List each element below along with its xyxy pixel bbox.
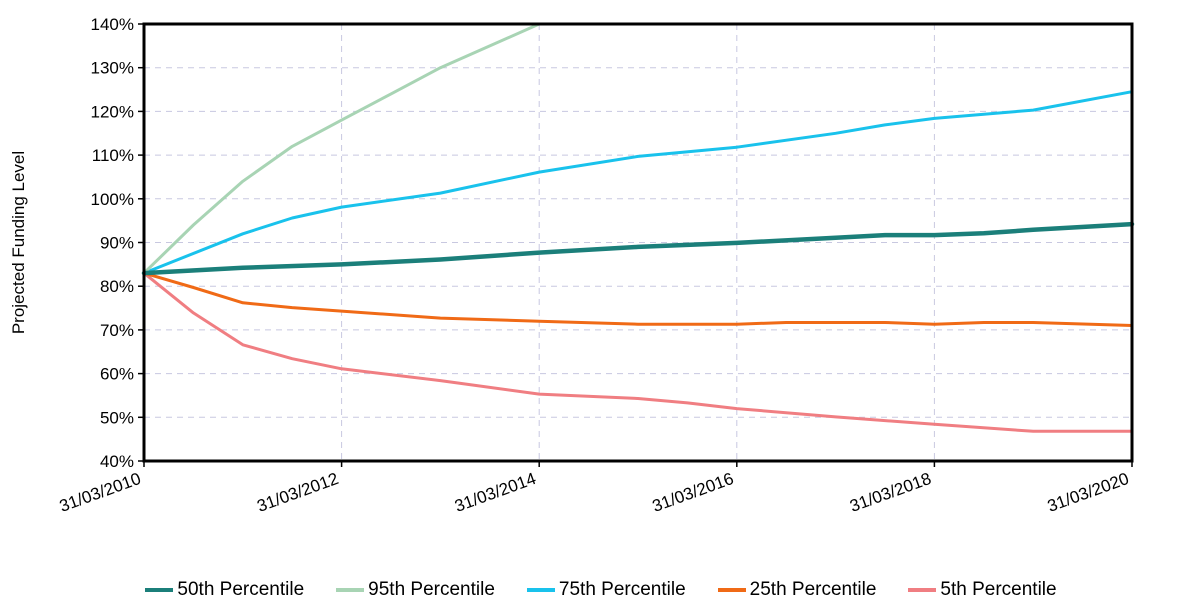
legend-swatch <box>145 588 174 592</box>
legend-label: 95th Percentile <box>368 579 495 600</box>
legend-item: 75th Percentile <box>526 579 686 601</box>
x-tick-label: 31/03/2018 <box>847 469 933 516</box>
y-tick-label: 60% <box>100 365 134 384</box>
legend-label: 50th Percentile <box>177 579 305 600</box>
y-tick-label: 70% <box>100 321 134 340</box>
y-tick-label: 120% <box>91 102 134 121</box>
legend-label: 5th Percentile <box>940 579 1057 600</box>
series-line-95th-percentile <box>142 22 541 275</box>
series-line-25th-percentile <box>142 271 1134 327</box>
legend-label: 25th Percentile <box>749 579 877 600</box>
y-tick-label: 100% <box>91 190 134 209</box>
y-tick-label: 140% <box>91 15 134 34</box>
y-tick-label: 80% <box>100 277 134 296</box>
x-tick-label: 31/03/2010 <box>57 469 143 516</box>
legend-item: 5th Percentile <box>908 579 1057 601</box>
legend-item: 25th Percentile <box>717 579 877 601</box>
axis-layer: 40% 50% 60% 70% 80% 90% 100% 110% 120% 130% 140% 31… <box>57 15 1133 516</box>
x-tick-label: 31/03/2012 <box>255 469 341 516</box>
y-tick-label: 40% <box>100 452 134 471</box>
legend: 50th Percentile 95th Percentile 75th Perce… <box>0 570 1202 610</box>
series-line-5th-percentile <box>142 271 1134 433</box>
y-tick-label: 90% <box>100 234 134 253</box>
legend-swatch <box>908 588 937 592</box>
y-axis-label: Projected Funding Level <box>9 151 28 334</box>
y-tick-label: 50% <box>100 408 134 427</box>
x-tick-label: 31/03/2016 <box>650 469 736 516</box>
y-tick-label: 130% <box>91 59 134 78</box>
x-tick-label: 31/03/2014 <box>452 469 538 516</box>
series-line-75th-percentile <box>142 90 1134 275</box>
x-tick-label: 31/03/2020 <box>1045 469 1131 516</box>
legend-swatch <box>717 588 746 592</box>
legend-swatch <box>526 588 555 592</box>
grid-layer <box>144 24 1132 461</box>
series-layer <box>141 22 1135 433</box>
legend-swatch <box>336 588 365 592</box>
legend-label: 75th Percentile <box>558 579 686 600</box>
line-chart-svg: 40% 50% 60% 70% 80% 90% 100% 110% 120% 130% 140% 31… <box>9 15 1135 516</box>
legend-item: 50th Percentile <box>145 579 304 601</box>
legend-item: 95th Percentile <box>336 579 495 601</box>
series-line-50th-percentile <box>141 221 1135 276</box>
y-tick-label: 110% <box>92 146 134 165</box>
